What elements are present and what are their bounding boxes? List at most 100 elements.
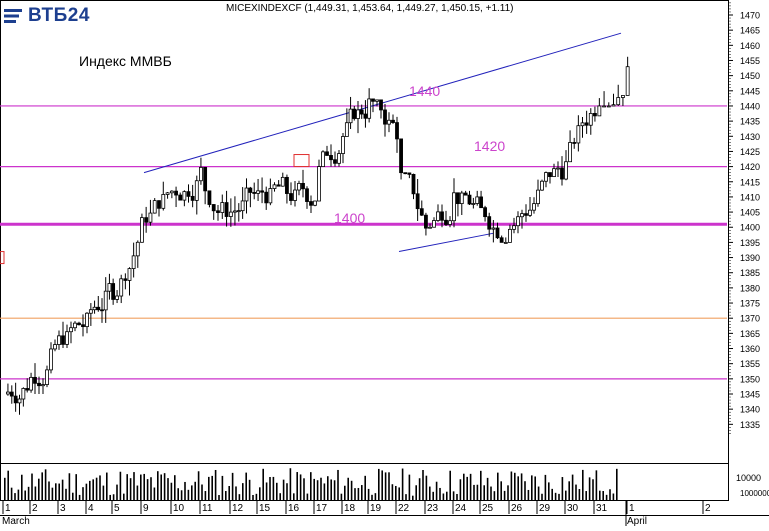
volume-bar	[235, 486, 237, 500]
level-label-1420: 1420	[474, 138, 505, 154]
candle-body	[228, 211, 233, 217]
volume-bar	[520, 473, 523, 500]
candle-body	[419, 208, 424, 216]
volume-bar	[544, 474, 547, 500]
candle-body	[53, 344, 57, 350]
volume-bar	[272, 476, 275, 500]
volume-bar	[582, 469, 584, 500]
volume-bar	[561, 477, 564, 500]
y-axis-ticks: 1335 1340 1345 1350 1355 1360 1365 1370 1375 1380…	[728, 2, 760, 434]
volume-bar	[201, 484, 203, 500]
candle-body	[508, 228, 512, 243]
candle-body	[580, 122, 585, 127]
candle-body	[448, 220, 452, 225]
x-tick-label: 15	[259, 503, 271, 514]
volume-bar	[92, 479, 94, 500]
x-tick-label: 19	[370, 503, 382, 514]
gap-marker-1	[0, 251, 5, 265]
volume-bar	[245, 472, 247, 500]
candle-body	[69, 327, 73, 333]
x-tick-label: 2	[32, 503, 38, 514]
gap-marker-0	[293, 154, 310, 168]
volume-bar	[609, 489, 611, 500]
instrument-header: MICEXINDEXCF (1,449.31, 1,453.64, 1,449.…	[226, 3, 514, 14]
candle-body	[57, 335, 61, 345]
candle-body	[190, 195, 195, 201]
candle-body	[512, 225, 516, 230]
volume-bar	[95, 477, 98, 500]
volume-bar	[55, 483, 57, 500]
x-tick-label: 23	[427, 503, 439, 514]
candle-body	[289, 193, 293, 201]
volume-bar	[340, 493, 343, 500]
candle-body	[148, 212, 153, 223]
volume-bar	[4, 477, 6, 500]
y-tick-label: 1450	[740, 71, 760, 81]
volume-bar	[490, 486, 492, 500]
volume-bar	[439, 487, 441, 500]
candle-body	[341, 136, 345, 154]
candle-body	[487, 216, 492, 230]
volume-bar	[456, 493, 458, 500]
candle-body	[625, 66, 630, 96]
volume-bar	[446, 491, 448, 500]
candle-body	[65, 331, 69, 345]
candle-body	[540, 180, 544, 191]
volume-bar	[595, 470, 598, 500]
volume-bar	[364, 475, 366, 500]
candle-body	[233, 210, 237, 213]
volume-bar	[313, 478, 315, 500]
candle-body	[96, 306, 101, 311]
y-tick-label: 1440	[740, 101, 760, 111]
candle-body	[152, 200, 157, 214]
candle-body	[305, 188, 309, 202]
volume-bar	[374, 493, 377, 500]
volume-bar	[177, 488, 179, 500]
level-lines	[0, 105, 727, 380]
volume-bar	[578, 489, 581, 500]
candle-body	[293, 189, 297, 201]
candle-body	[41, 384, 45, 387]
candle-body	[387, 119, 391, 125]
volume-bar	[524, 481, 526, 500]
x-tick-label: 11	[202, 503, 213, 514]
candle-body	[503, 241, 508, 244]
candle-body	[621, 95, 625, 98]
volume-bar	[143, 473, 145, 500]
candle-body	[207, 190, 212, 205]
volume-bar	[150, 477, 152, 500]
volume-bar	[303, 478, 305, 500]
candle-body	[224, 202, 229, 217]
volume-bar	[350, 480, 353, 500]
candle-body	[524, 213, 528, 216]
y-tick-label: 1345	[740, 390, 760, 400]
volume-bar	[252, 494, 254, 500]
volume-bar	[75, 474, 77, 500]
volume-bar	[119, 471, 122, 500]
y-tick-label: 1425	[740, 147, 760, 157]
logo-text: ВТБ24	[28, 5, 90, 26]
volume-bar	[429, 486, 431, 500]
volume-bar	[160, 474, 162, 500]
y-tick-label: 1370	[740, 314, 760, 324]
volume-bar	[337, 469, 339, 500]
volume-bar	[548, 482, 550, 500]
volume-bar	[371, 494, 373, 500]
volume-bar	[102, 485, 105, 500]
candle-body	[169, 190, 174, 194]
volume-bar	[395, 485, 397, 500]
volume-bar	[537, 486, 540, 500]
volume-bar	[361, 485, 363, 500]
candle-body	[463, 192, 468, 196]
candle-body	[379, 99, 383, 111]
volume-bar	[208, 476, 210, 500]
candle-body	[297, 182, 301, 191]
candle-body	[552, 168, 556, 178]
x-axis-ticks: 1 2 3 4 5 9 10 11 12 15 16 17 18 19 22 23 24 25 26 29 30 31 1 2	[2, 500, 711, 526]
volume-bar	[140, 474, 142, 500]
volume-bar	[452, 491, 455, 500]
y-tick-label: 1465	[740, 26, 760, 36]
candle-body	[6, 391, 10, 395]
candle-body	[103, 290, 108, 311]
y-tick-label: 1445	[740, 86, 760, 96]
